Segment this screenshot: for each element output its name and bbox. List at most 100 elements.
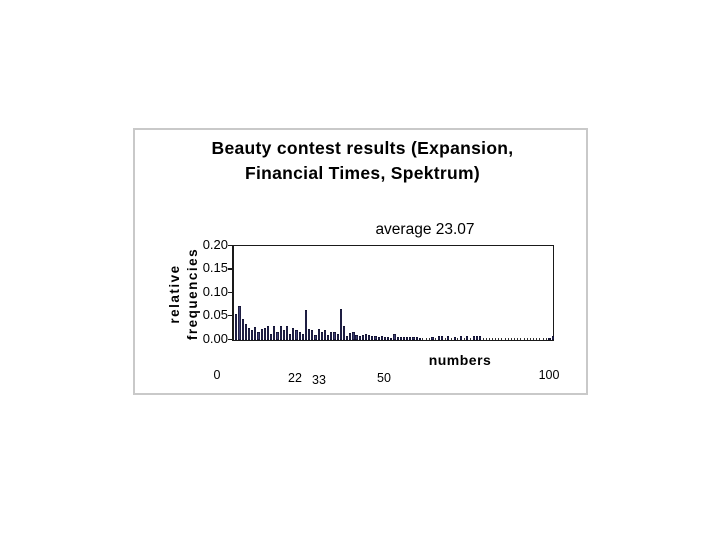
x-tick-label: 33 <box>312 373 326 387</box>
bar-33 <box>339 308 342 340</box>
bar-6 <box>254 327 257 340</box>
bar-76 <box>475 336 478 340</box>
bar-9 <box>263 328 266 340</box>
y-tick-mark <box>228 315 232 317</box>
bar-51 <box>396 336 399 340</box>
x-axis-tick <box>526 338 528 340</box>
bar-30 <box>330 332 333 340</box>
x-axis-tick <box>501 338 503 340</box>
y-tick-label: 0.00 <box>202 330 228 346</box>
bar-39 <box>358 336 361 340</box>
bar-12 <box>273 326 276 340</box>
bar-43 <box>371 335 374 340</box>
bar-21 <box>301 333 304 340</box>
x-axis-tick <box>435 338 437 340</box>
y-tick-label: 0.20 <box>202 237 228 252</box>
bar-46 <box>380 335 383 340</box>
x-axis-tick <box>492 338 493 340</box>
x-axis-tick <box>536 338 538 340</box>
x-axis-tick-labels: 0 22 33 50 100 <box>135 130 590 397</box>
x-axis-tick <box>457 338 459 340</box>
bar-55 <box>409 336 412 340</box>
x-axis-tick <box>529 338 531 340</box>
bar-10 <box>266 326 270 340</box>
bar-37 <box>352 331 355 340</box>
bar-2 <box>241 319 244 340</box>
y-tick-mark <box>228 245 232 247</box>
x-axis-tick <box>488 338 490 340</box>
chart-title: Beauty contest results (Expansion, Finan… <box>135 136 590 186</box>
x-axis-tick <box>533 338 535 340</box>
x-axis-tick <box>523 338 525 340</box>
x-axis-tick <box>482 338 484 340</box>
bar-26 <box>317 328 320 340</box>
bar-99 <box>548 338 551 340</box>
bar-36 <box>349 332 352 340</box>
bar-64 <box>437 335 440 340</box>
x-axis-tick <box>545 338 547 340</box>
bar-27 <box>320 332 323 340</box>
bar-32 <box>336 333 339 340</box>
bar-73 <box>466 336 469 340</box>
y-tick-mark <box>228 291 232 293</box>
bar-38 <box>355 334 358 340</box>
bar-22 <box>304 310 308 340</box>
bar-5 <box>251 329 254 340</box>
bar-47 <box>383 336 387 340</box>
y-tick-mark <box>228 338 232 340</box>
bar-40 <box>361 334 364 340</box>
bar-45 <box>377 336 380 340</box>
bar-18 <box>292 328 295 340</box>
bar-71 <box>459 336 463 340</box>
bar-1 <box>238 306 241 340</box>
bar-57 <box>415 337 418 340</box>
bar-4 <box>247 328 251 340</box>
x-axis-tick <box>422 338 424 340</box>
bar-25 <box>314 334 317 340</box>
bar-29 <box>327 334 330 340</box>
bar-7 <box>257 331 260 340</box>
bar-23 <box>308 328 311 340</box>
chart-title-line1: Beauty contest results (Expansion, <box>211 138 514 158</box>
bar-19 <box>295 329 298 340</box>
bar-100 <box>551 336 554 340</box>
y-tick-label: 0.15 <box>202 260 228 276</box>
x-axis-tick <box>425 338 427 340</box>
x-axis-tick <box>485 338 487 340</box>
bar-56 <box>412 336 415 340</box>
x-tick-label: 100 <box>538 368 560 382</box>
bar-48 <box>387 336 390 340</box>
x-axis-tick <box>542 338 544 340</box>
x-axis-tick <box>495 338 497 340</box>
bar-58 <box>418 337 421 340</box>
x-axis-tick <box>498 338 500 340</box>
x-axis-title: numbers <box>428 352 492 368</box>
x-tick-label: 50 <box>377 371 391 385</box>
x-tick-label: 22 <box>288 371 302 385</box>
bar-34 <box>342 325 346 340</box>
bar-8 <box>260 328 263 340</box>
x-axis-tick <box>510 338 512 340</box>
x-axis-tick <box>428 338 430 340</box>
bar-0 <box>235 314 238 340</box>
bar-14 <box>279 326 282 340</box>
bar-62 <box>431 337 434 340</box>
bar-16 <box>285 326 289 340</box>
bar-50 <box>393 333 396 340</box>
bar-69 <box>453 336 456 340</box>
y-tick-label: 0.10 <box>202 283 228 299</box>
x-axis-tick <box>444 338 446 340</box>
x-axis-tick <box>507 338 509 340</box>
bar-75 <box>472 335 475 340</box>
x-axis-tick <box>517 338 519 340</box>
bar-31 <box>333 331 336 340</box>
x-axis-tick <box>463 338 465 340</box>
bar-65 <box>440 336 444 340</box>
x-axis-tick <box>450 338 452 340</box>
x-tick-label: 0 <box>213 368 221 382</box>
bar-44 <box>374 335 377 340</box>
bar-17 <box>289 333 292 340</box>
y-tick-label: 0.05 <box>202 307 228 323</box>
bar-54 <box>406 336 409 340</box>
